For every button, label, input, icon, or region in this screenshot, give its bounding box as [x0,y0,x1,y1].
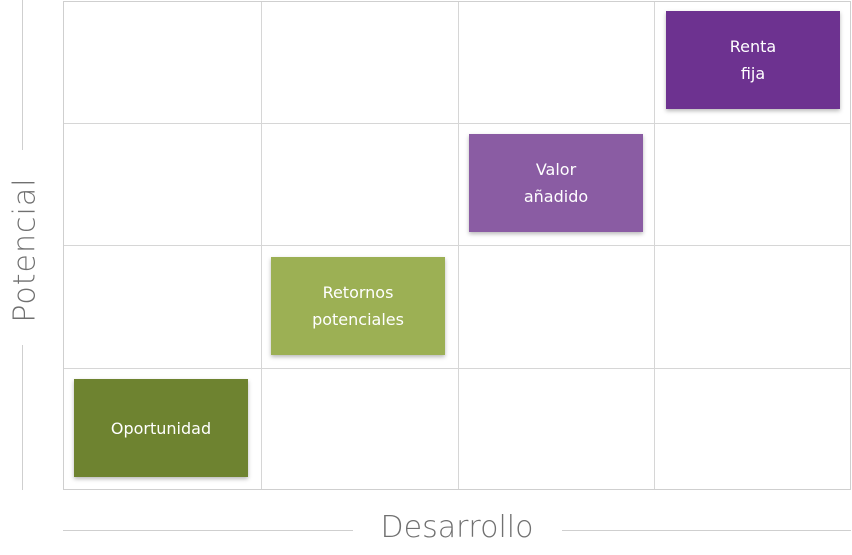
matrix-grid [63,1,851,490]
x-axis-rule-left [63,530,353,531]
x-axis-rule-right [562,530,851,531]
box-renta-fija: Renta fija [666,11,840,109]
grid-divider-h2 [64,245,850,246]
box-oportunidad: Oportunidad [74,379,248,477]
box-valor-anadido: Valor añadido [469,134,643,232]
y-axis-rule-bottom [22,345,23,490]
x-axis-label: Desarrollo [380,510,534,545]
y-axis-label: Potencial [7,177,43,323]
box-retornos-potenciales: Retornos potenciales [271,257,445,355]
y-axis-rule-top [22,0,23,150]
grid-divider-h1 [64,123,850,124]
grid-divider-h3 [64,368,850,369]
